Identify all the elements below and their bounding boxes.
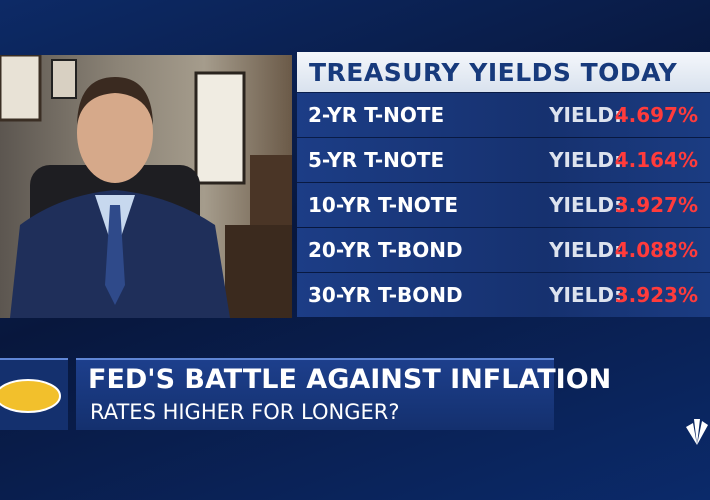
yields-table: TREASURY YIELDS TODAY 2-YR T-NOTE YIELD: 4… — [297, 52, 710, 318]
maturity: 10-YR T-NOTE — [308, 193, 459, 217]
lower-third: FED'S BATTLE AGAINST INFLATION RATES HIG… — [76, 358, 611, 430]
yield-label: YIELD: — [549, 283, 622, 307]
guest-video — [0, 55, 292, 318]
network-logo — [686, 419, 708, 445]
yield-value: 4.697% — [614, 103, 698, 127]
yield-label: YIELD: — [549, 148, 622, 172]
yield-value: 4.164% — [614, 148, 698, 172]
headline: FED'S BATTLE AGAINST INFLATION — [88, 364, 612, 395]
maturity: 2-YR T-NOTE — [308, 103, 445, 127]
yield-label: YIELD: — [549, 193, 622, 217]
maturity: 30-YR T-BOND — [308, 283, 463, 307]
table-row: 2-YR T-NOTE YIELD: 4.697% — [297, 93, 710, 137]
table-row: 20-YR T-BOND YIELD: 4.088% — [297, 228, 710, 272]
table-title: TREASURY YIELDS TODAY — [297, 52, 710, 92]
maturity: 20-YR T-BOND — [308, 238, 463, 262]
table-row: 30-YR T-BOND YIELD: 3.923% — [297, 273, 710, 317]
subheadline: RATES HIGHER FOR LONGER? — [90, 400, 400, 424]
table-row: 5-YR T-NOTE YIELD: 4.164% — [297, 138, 710, 182]
guest-illustration — [0, 55, 292, 318]
table-row: 10-YR T-NOTE YIELD: 3.927% — [297, 183, 710, 227]
yield-value: 4.088% — [614, 238, 698, 262]
show-logo — [0, 358, 68, 430]
yield-label: YIELD: — [549, 238, 622, 262]
yield-value: 3.923% — [614, 283, 698, 307]
maturity: 5-YR T-NOTE — [308, 148, 445, 172]
yield-value: 3.927% — [614, 193, 698, 217]
yield-label: YIELD: — [549, 103, 622, 127]
